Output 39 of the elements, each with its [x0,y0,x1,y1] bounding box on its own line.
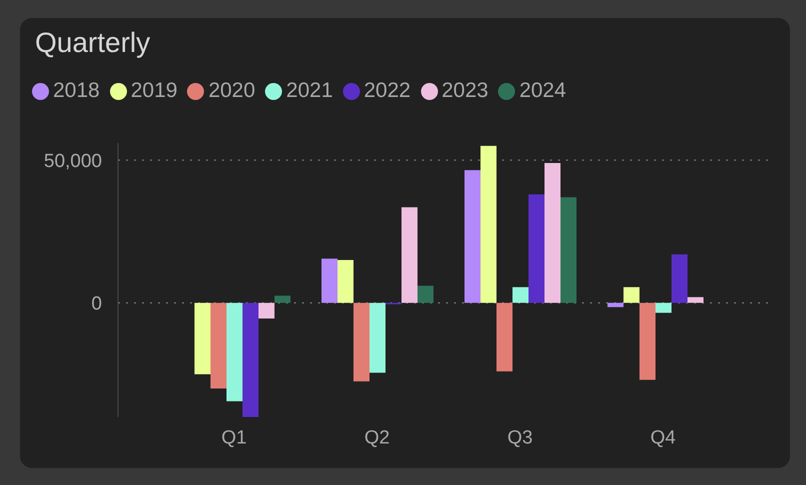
bar [560,197,576,303]
bar [242,302,258,417]
bar [528,194,544,303]
chart-title: Quarterly [35,26,150,60]
bar [496,302,512,372]
legend-label: 2019 [130,79,178,102]
bar [194,302,210,374]
bar [624,287,640,303]
bar [480,146,496,303]
bar [274,296,290,303]
bar [464,170,480,303]
bar [370,302,386,373]
x-tick-label: Q1 [221,427,247,448]
bar [418,286,434,303]
legend-label: 2022 [364,79,411,102]
legend-label: 2023 [442,79,488,102]
legend-label: 2024 [519,79,566,102]
bar [354,302,370,382]
bar [640,302,656,380]
bar [258,302,274,319]
bar [688,297,704,303]
legend-label: 2020 [208,79,256,102]
x-tick-label: Q3 [507,427,533,448]
x-tick-label: Q2 [364,427,390,448]
bar [338,260,354,303]
bar [672,254,688,303]
bar [608,302,624,308]
bar [544,162,560,303]
bar [226,302,242,402]
bar [210,302,226,388]
legend-label: 2021 [286,79,333,102]
bar [656,302,672,313]
bar [322,258,338,303]
bar [402,207,418,303]
x-tick-label: Q4 [650,427,676,448]
y-tick-label: 0 [91,294,102,315]
bar [512,287,528,303]
legend-label: 2018 [53,79,100,102]
y-tick-label: 50,000 [44,150,102,172]
